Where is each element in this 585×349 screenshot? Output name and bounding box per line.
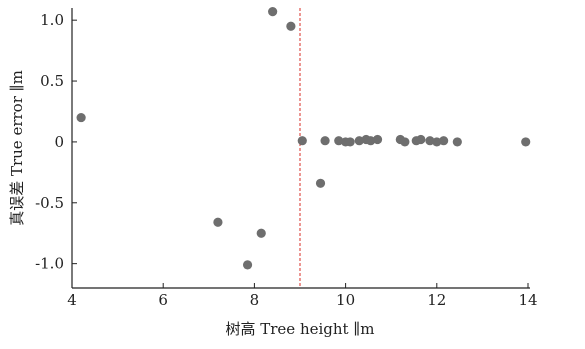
data-point	[400, 137, 410, 147]
data-point	[297, 136, 307, 146]
data-point	[354, 136, 364, 146]
plot-area	[76, 7, 531, 288]
data-point	[425, 136, 435, 146]
x-tick-label: 10	[336, 291, 355, 309]
x-tick-label: 12	[427, 291, 446, 309]
data-point	[76, 112, 86, 123]
data-point	[366, 136, 376, 146]
data-point	[372, 134, 383, 145]
data-point	[286, 21, 296, 31]
data-point	[213, 217, 223, 227]
data-point	[416, 134, 426, 145]
data-point	[242, 260, 253, 270]
x-tick-label: 4	[67, 291, 77, 309]
data-point	[334, 136, 344, 146]
data-point	[256, 228, 266, 238]
data-point	[439, 136, 449, 146]
data-point	[345, 137, 355, 147]
data-point	[521, 137, 531, 147]
data-point	[452, 137, 462, 147]
x-tick-label: 8	[250, 291, 260, 309]
y-tick-label: 0	[54, 133, 64, 151]
y-tick-label: -0.5	[35, 194, 64, 212]
data-point	[315, 178, 326, 188]
data-point	[320, 136, 330, 146]
y-axis-title: 真误差 True error ∥m	[8, 70, 26, 226]
x-axis-title: 树高 Tree height ∥m	[225, 320, 374, 338]
x-tick-label: 14	[518, 291, 537, 309]
y-tick-label: -1.0	[35, 255, 64, 273]
y-tick-label: 0.5	[40, 72, 64, 90]
axes: 4 6 8 10 12 14 1.0 0.5 0 -0.5 -1.0	[35, 8, 538, 309]
data-point	[268, 7, 278, 17]
y-tick-label: 1.0	[40, 11, 64, 29]
data-point	[432, 137, 442, 147]
x-tick-label: 6	[158, 291, 168, 309]
